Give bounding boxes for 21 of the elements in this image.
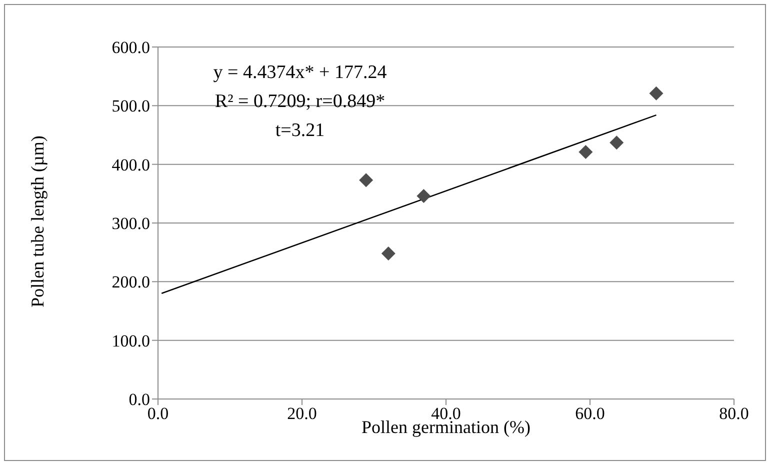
x-tick-label: 0.0 [147, 404, 169, 424]
point [649, 86, 664, 100]
y-tick-label: 300.0 [112, 214, 150, 234]
x-tick-label: 60.0 [575, 404, 605, 424]
point [578, 145, 593, 160]
y-tick-label: 500.0 [112, 96, 150, 116]
y-tick-label: 600.0 [112, 38, 150, 58]
point [359, 173, 374, 188]
y-tick-label: 400.0 [112, 155, 150, 174]
point [610, 136, 624, 150]
annotation: y = 4.4374x* + 177.24 [212, 61, 388, 85]
annotation: t=3.21 [274, 119, 326, 143]
y-tick-label: 100.0 [112, 331, 150, 350]
annotation: R² = 0.7209; r=0.849* [214, 90, 386, 114]
x-tick-label: 80.0 [719, 404, 749, 424]
x-tick-label: 20.0 [287, 404, 317, 424]
point [381, 246, 396, 261]
y-tick-label: 0.0 [128, 390, 150, 410]
point [416, 189, 431, 204]
y-axis-title: Pollen tube length (µm) [28, 134, 48, 310]
y-tick-label: 200.0 [112, 272, 150, 292]
